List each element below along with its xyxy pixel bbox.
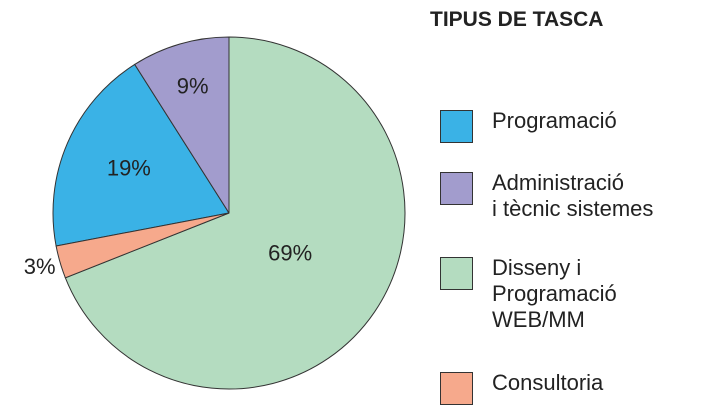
legend-label: Programació <box>492 108 617 133</box>
legend-swatch <box>440 110 473 143</box>
legend-title: TIPUS DE TASCA <box>430 8 604 31</box>
slice-label: 9% <box>177 74 209 99</box>
legend-swatch <box>440 372 473 405</box>
pie-slice <box>52 63 230 247</box>
slice-label: 3% <box>24 254 56 279</box>
slice-label: 19% <box>107 155 151 180</box>
pie-slice <box>55 212 230 279</box>
legend-swatch <box>440 172 473 205</box>
pie-slice <box>134 36 230 215</box>
pie-slice <box>64 36 406 390</box>
legend-swatch <box>440 257 473 290</box>
legend-label: Disseny i Programació WEB/MM <box>492 255 617 332</box>
slice-label: 69% <box>268 240 312 265</box>
legend-label: Administració i tècnic sistemes <box>492 170 654 221</box>
legend-label: Consultoria <box>492 370 604 395</box>
